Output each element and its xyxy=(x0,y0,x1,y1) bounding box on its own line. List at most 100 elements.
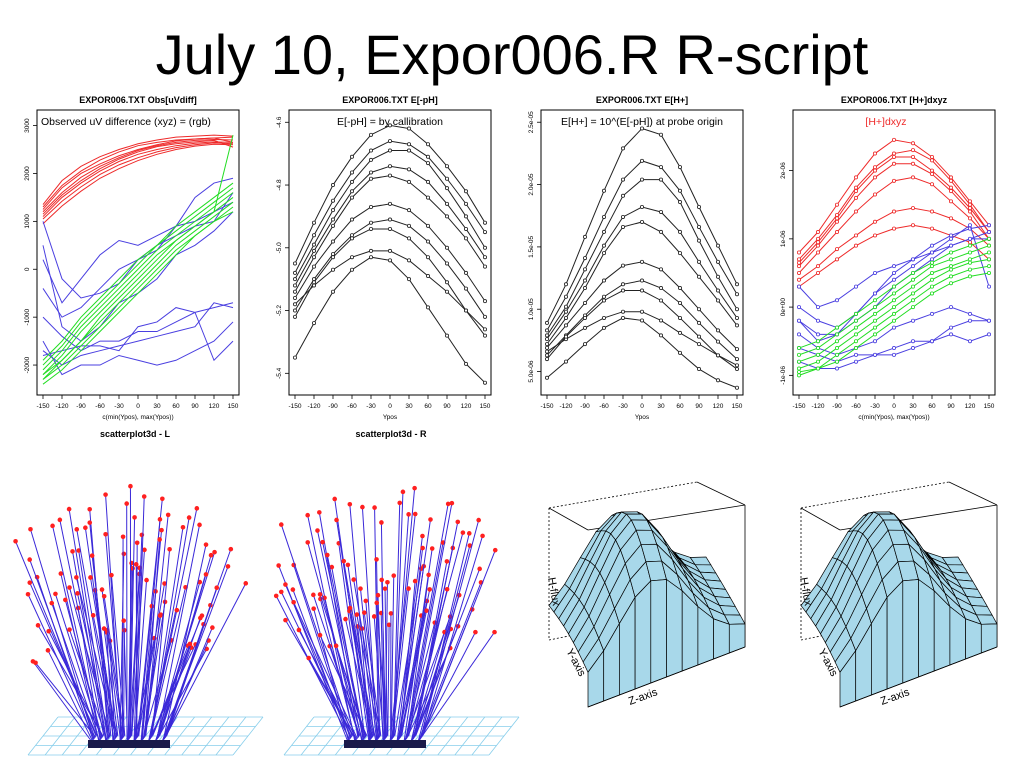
persp-box-edge xyxy=(800,481,950,509)
data-point xyxy=(444,245,449,250)
scatter-stem xyxy=(60,573,100,743)
data-point xyxy=(463,201,468,206)
data-point xyxy=(968,311,973,316)
scatter-stem xyxy=(316,530,363,743)
data-point xyxy=(797,318,802,323)
y-tick-label: 5.0e-06 xyxy=(528,360,535,382)
scatter-point xyxy=(449,500,455,506)
ground-grid-line xyxy=(420,716,451,756)
data-point xyxy=(602,214,607,219)
data-point xyxy=(444,289,449,294)
x-tick-label: 60 xyxy=(172,403,180,410)
surface-skirt xyxy=(666,578,683,678)
data-point xyxy=(463,270,468,275)
data-point xyxy=(463,189,468,194)
scatter-stem xyxy=(390,575,395,741)
scatter-stem xyxy=(363,612,382,736)
scatter-point xyxy=(101,593,107,599)
data-point xyxy=(406,167,411,172)
ground-grid-line xyxy=(283,716,315,756)
data-point xyxy=(444,164,449,169)
x-tick-label: 30 xyxy=(657,403,665,410)
scatterplot-left: scatterplot3d - L xyxy=(13,429,264,756)
scatter-point xyxy=(460,530,466,535)
data-point xyxy=(311,233,316,238)
chart-panel-2: EXPOR006.TXT E[-pH] -150 -120 -90 -60 -30 0 30 6… xyxy=(276,95,492,421)
scatter-point xyxy=(243,581,249,586)
data-point xyxy=(892,298,897,303)
data-point xyxy=(349,217,354,222)
scatter-stem xyxy=(27,594,95,740)
scatter-point xyxy=(476,517,481,523)
data-point xyxy=(602,298,607,303)
data-point xyxy=(797,270,802,275)
series-line xyxy=(42,192,234,318)
series-line xyxy=(294,140,486,274)
chart-panel-4: EXPOR006.TXT [H+]dxyz -150 -120 -90 -60 -30 0 3… xyxy=(780,95,996,421)
ground-grid-line xyxy=(488,716,520,756)
data-point xyxy=(930,284,935,289)
scatter-stem xyxy=(137,583,166,737)
data-point xyxy=(368,226,373,231)
x-tick-label: -30 xyxy=(618,403,628,410)
data-point xyxy=(873,165,878,170)
scatter-point xyxy=(25,591,31,597)
data-point xyxy=(697,342,702,347)
chart-title: EXPOR006.TXT [H+]dxyz xyxy=(841,95,948,105)
data-point xyxy=(640,126,645,131)
data-point xyxy=(816,366,821,371)
data-point xyxy=(368,157,373,162)
data-point xyxy=(311,242,316,247)
scatter-point xyxy=(351,577,356,582)
data-point xyxy=(797,284,802,289)
x-tick-label: 90 xyxy=(695,403,703,410)
data-point xyxy=(854,175,859,180)
data-point xyxy=(797,257,802,262)
data-point xyxy=(697,334,702,339)
data-point xyxy=(816,332,821,337)
scatter-point xyxy=(187,641,193,647)
scatter-point xyxy=(208,552,214,558)
data-point xyxy=(911,206,916,211)
x-tick-label: 90 xyxy=(191,403,199,410)
scatter-point xyxy=(103,492,108,497)
data-point xyxy=(816,352,821,357)
data-point xyxy=(930,291,935,296)
data-point xyxy=(797,369,802,374)
x-tick-label: 120 xyxy=(713,403,724,410)
scatter-stem xyxy=(406,542,444,739)
scatter-point xyxy=(444,559,450,564)
scatter-stem xyxy=(106,630,122,742)
scatter-stem xyxy=(123,620,129,742)
scatter-point xyxy=(426,572,431,578)
data-point xyxy=(873,332,878,337)
data-point xyxy=(621,224,626,229)
scatter-point xyxy=(103,531,108,537)
x-tick-label: 30 xyxy=(153,403,161,410)
data-point xyxy=(659,177,664,182)
scatter-point xyxy=(424,608,429,613)
data-point xyxy=(621,214,626,219)
scatter-point xyxy=(90,613,96,618)
x-tick-label: -60 xyxy=(347,403,357,410)
data-point xyxy=(816,318,821,323)
scatter-point xyxy=(445,501,451,507)
data-point xyxy=(949,216,954,221)
data-point xyxy=(892,178,897,183)
data-point xyxy=(406,126,411,131)
ground-grid-line xyxy=(181,716,213,756)
scatter-point xyxy=(305,512,310,518)
scatter-stem xyxy=(419,631,476,740)
data-point xyxy=(735,363,740,368)
chart-title: EXPOR006.TXT E[H+] xyxy=(596,95,688,105)
data-point xyxy=(425,274,430,279)
scatter-point xyxy=(99,587,105,592)
data-point xyxy=(545,342,550,347)
scatter-point xyxy=(67,585,72,590)
data-point xyxy=(949,281,954,286)
data-point xyxy=(444,261,449,266)
x-tick-label: 60 xyxy=(928,403,936,410)
scatter-stem xyxy=(384,588,388,737)
data-point xyxy=(873,311,878,316)
data-point xyxy=(930,339,935,344)
